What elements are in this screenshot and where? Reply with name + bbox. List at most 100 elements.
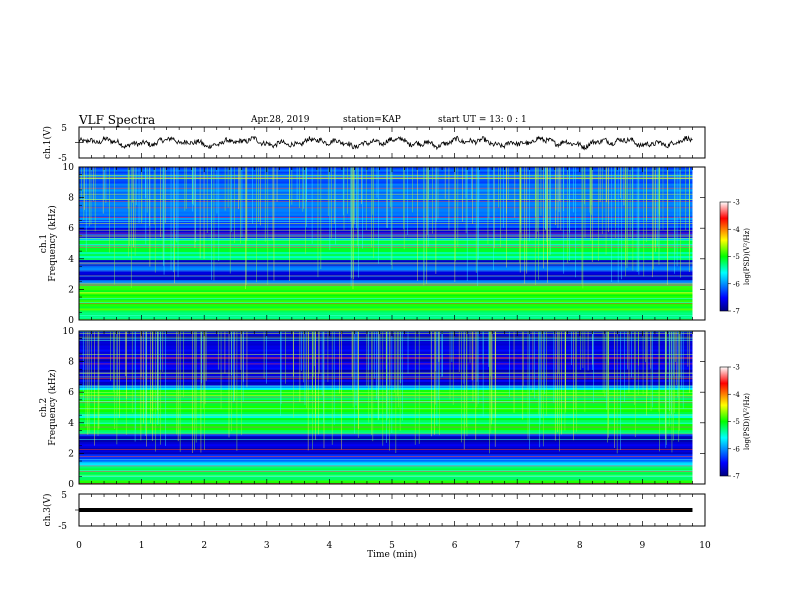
- spectrogram-row: [79, 369, 693, 372]
- spectrogram-row: [79, 207, 693, 210]
- spectrogram-row: [79, 209, 693, 212]
- x-tick-label: 1: [139, 541, 145, 551]
- spectrogram-row: [79, 465, 693, 469]
- spectrogram-row: [79, 449, 693, 453]
- start-time-label: start UT = 13: 0 : 1: [438, 115, 527, 125]
- spectrogram-row: [79, 275, 693, 279]
- y-tick-label: 2: [68, 449, 74, 459]
- spectrogram-row: [79, 475, 693, 479]
- spectrogram-row: [79, 253, 693, 257]
- spectrogram-row: [79, 251, 693, 255]
- spectrogram-row: [79, 197, 693, 200]
- spectrogram-row: [79, 479, 693, 483]
- spectrogram-row: [79, 419, 693, 423]
- spectrogram-row: [79, 191, 693, 194]
- ch1-spectrogram-panel: 0 2 4 6 8 10 ch.1Frequency (kHz): [39, 163, 706, 326]
- spectrogram-row: [79, 389, 693, 392]
- spectrogram-row: [79, 171, 693, 174]
- spectrogram-row: [79, 383, 693, 386]
- date-label: Apr.28, 2019: [251, 115, 310, 125]
- spectrogram-row: [79, 343, 693, 346]
- spectrogram-row: [79, 221, 693, 224]
- spectrogram-row: [79, 373, 693, 376]
- spectrogram-row: [79, 241, 693, 244]
- spectrogram-row: [79, 463, 693, 467]
- spectrogram-row: [79, 363, 693, 366]
- spectrogram-row: [79, 387, 693, 390]
- spectrogram-row: [79, 231, 693, 234]
- spectrogram-row: [79, 277, 693, 281]
- spectrogram-row: [79, 365, 693, 368]
- spectrogram-row: [79, 215, 693, 218]
- spectrogram-row: [79, 335, 693, 338]
- spectrogram-row: [79, 199, 693, 202]
- spectrogram-row: [79, 279, 693, 283]
- spectrogram-row: [79, 423, 693, 427]
- spectrogram-row: [79, 355, 693, 358]
- spectrogram-row: [79, 451, 693, 455]
- spectrogram-row: [79, 433, 693, 437]
- y-axis-label: ch.1Frequency (kHz): [39, 205, 58, 282]
- chart-title: VLF Spectra: [79, 113, 156, 127]
- spectrogram-row: [79, 405, 693, 408]
- spectrogram-row: [79, 185, 693, 188]
- spectrogram-row: [79, 287, 693, 291]
- spectrogram-row: [79, 381, 693, 384]
- x-tick-label: 7: [514, 541, 520, 551]
- spectrogram-row: [79, 297, 693, 301]
- spectrogram-row: [79, 345, 693, 348]
- spectrogram-row: [79, 453, 693, 457]
- y-tick-label: -5: [58, 522, 67, 532]
- spectrogram-row: [79, 181, 693, 184]
- x-tick-label: 0: [76, 541, 82, 551]
- spectrogram-row: [79, 461, 693, 465]
- spectrogram-row: [79, 307, 693, 311]
- spectrogram-row: [79, 371, 693, 374]
- spectrogram-row: [79, 413, 693, 417]
- colorbar-tick-label: -4: [733, 391, 740, 399]
- spectrogram-row: [79, 255, 693, 259]
- spectrogram-row: [79, 445, 693, 449]
- spectrogram-row: [79, 367, 693, 370]
- spectrogram-row: [79, 293, 693, 297]
- colorbar-tick-label: -3: [733, 364, 740, 372]
- spectrogram-row: [79, 409, 693, 413]
- y-tick-label: 5: [61, 124, 67, 134]
- spectrogram-row: [79, 467, 693, 471]
- spectrogram-row: [79, 421, 693, 425]
- spectrogram-row: [79, 385, 693, 388]
- spectrogram-row: [79, 311, 693, 315]
- y-axis-label: ch.2Frequency (kHz): [39, 369, 58, 446]
- colorbar-tick-label: -4: [733, 226, 740, 234]
- spectrogram-row: [79, 331, 693, 334]
- spectrogram-row: [79, 213, 693, 216]
- colorbar-label: log(PSD)(V²/Hz): [743, 393, 751, 450]
- station-label: station=KAP: [343, 115, 401, 125]
- spectrogram-row: [79, 265, 693, 269]
- colorbar-tick-label: -6: [733, 280, 740, 288]
- spectrogram-row: [79, 339, 693, 342]
- spectrogram-row: [79, 375, 693, 378]
- spectrogram-row: [79, 203, 693, 206]
- x-tick-label: 8: [577, 541, 583, 551]
- spectrogram-row: [79, 249, 693, 253]
- y-tick-label: 10: [63, 327, 75, 337]
- spectrogram-row: [79, 349, 693, 352]
- spectrogram-row: [79, 435, 693, 439]
- spectrogram-row: [79, 243, 693, 247]
- spectrogram-row: [79, 315, 693, 319]
- colorbars: -3 -4 -5 -6 -7 log(PSD)(V²/Hz) -3 -4 -5 -6 -7 log(P…: [719, 199, 751, 481]
- spectrogram-row: [79, 347, 693, 350]
- spectrogram-row: [79, 267, 693, 271]
- spectrogram-row: [79, 415, 693, 419]
- spectrogram-row: [79, 351, 693, 354]
- spectrogram-row: [79, 289, 693, 293]
- spectrogram-row: [79, 169, 693, 172]
- ch3-waveform-panel: 5 -5 ch.3(V): [42, 491, 706, 532]
- spectrogram-row: [79, 227, 693, 230]
- spectrogram-row: [79, 397, 693, 400]
- spectrogram-row: [79, 183, 693, 186]
- colorbar-tick-label: -7: [733, 308, 740, 316]
- spectrogram-row: [79, 295, 693, 299]
- colorbar-tick-label: -5: [733, 418, 740, 426]
